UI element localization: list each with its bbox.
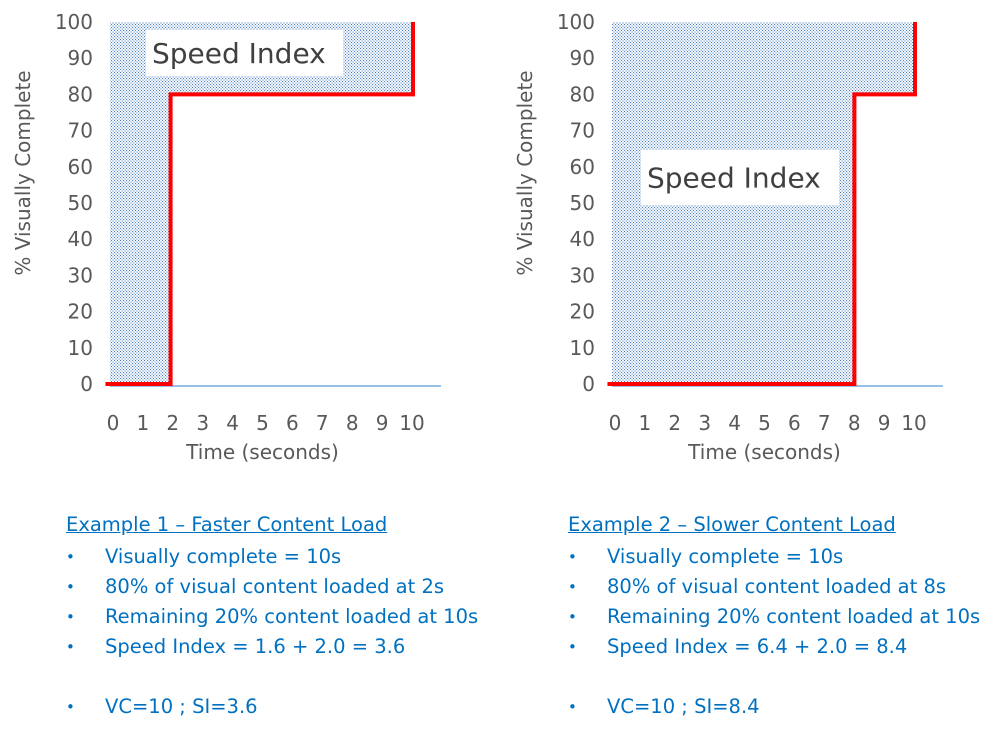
bullet-icon: • xyxy=(568,638,577,656)
x-tick-label: 9 xyxy=(376,411,389,435)
y-tick-label: 50 xyxy=(68,191,93,215)
y-tick-label: 30 xyxy=(570,263,595,287)
x-tick-label: 1 xyxy=(137,411,150,435)
bullet-text: Remaining 20% content loaded at 10s xyxy=(607,605,981,628)
example-2-bullet-80-percent: • 80% of visual content loaded at 8s xyxy=(568,572,1004,602)
y-tick-label: 60 xyxy=(570,155,595,179)
y-tick-label: 40 xyxy=(68,227,93,251)
y-tick-label: 40 xyxy=(570,227,595,251)
x-tick-label: 3 xyxy=(196,411,209,435)
x-tick-label: 5 xyxy=(758,411,771,435)
example-1-bullet-remaining: • Remaining 20% content loaded at 10s xyxy=(66,602,506,632)
visually-complete-line xyxy=(105,22,415,386)
bullet-icon: • xyxy=(66,698,75,716)
bullet-text: Visually complete = 10s xyxy=(105,545,342,568)
y-tick-label: 80 xyxy=(68,82,93,106)
y-tick-label: 70 xyxy=(68,119,93,143)
x-tick-label: 6 xyxy=(286,411,299,435)
x-tick-label: 10 xyxy=(901,411,926,435)
example-2-bullet-remaining: • Remaining 20% content loaded at 10s xyxy=(568,602,1004,632)
x-tick-label: 10 xyxy=(399,411,424,435)
example-2-bullets: • Visually complete = 10s • 80% of visual … xyxy=(568,542,1004,722)
y-tick-label: 0 xyxy=(582,372,595,396)
x-tick-label: 8 xyxy=(848,411,861,435)
x-tick-label: 7 xyxy=(818,411,831,435)
x-tick-label: 5 xyxy=(256,411,269,435)
y-tick-label: 20 xyxy=(570,300,595,324)
bullet-text: 80% of visual content loaded at 2s xyxy=(105,575,445,598)
speed-index-label: Speed Index xyxy=(152,37,326,70)
x-tick-label: 8 xyxy=(346,411,359,435)
y-tick-label: 100 xyxy=(557,10,595,34)
y-tick-label: 80 xyxy=(570,82,595,106)
bullet-text: 80% of visual content loaded at 8s xyxy=(607,575,947,598)
x-tick-label: 3 xyxy=(698,411,711,435)
example-2-bullet-visually-complete: • Visually complete = 10s xyxy=(568,542,1004,572)
y-tick-label: 60 xyxy=(68,155,93,179)
x-tick-label: 0 xyxy=(609,411,622,435)
speed-index-area xyxy=(110,22,413,384)
bullet-icon: • xyxy=(66,608,75,626)
bullet-icon: • xyxy=(568,578,577,596)
x-tick-label: 9 xyxy=(878,411,891,435)
y-tick-label: 30 xyxy=(68,263,93,287)
y-tick-label: 20 xyxy=(68,300,93,324)
x-tick-label: 6 xyxy=(788,411,801,435)
x-tick-label: 7 xyxy=(316,411,329,435)
example-1-panel: Example 1 – Faster Content Load • Visuall… xyxy=(66,512,506,722)
bullet-text: Speed Index = 6.4 + 2.0 = 8.4 xyxy=(607,635,908,658)
summary-text: VC=10 ; SI=3.6 xyxy=(105,695,258,718)
bullet-icon: • xyxy=(568,608,577,626)
bullet-icon: • xyxy=(568,548,577,566)
bullet-icon: • xyxy=(66,578,75,596)
x-tick-label: 2 xyxy=(668,411,681,435)
speed-index-label-box xyxy=(641,150,839,205)
example-1-bullet-80-percent: • 80% of visual content loaded at 2s xyxy=(66,572,506,602)
example-1-title: Example 1 – Faster Content Load xyxy=(66,513,388,536)
y-tick-label: 50 xyxy=(570,191,595,215)
visually-complete-line xyxy=(607,22,917,386)
x-tick-label: 2 xyxy=(166,411,179,435)
bullet-icon: • xyxy=(568,698,577,716)
x-tick-label: 1 xyxy=(639,411,652,435)
bullet-icon: • xyxy=(66,548,75,566)
y-tick-label: 100 xyxy=(55,10,93,34)
example-1-bullets: • Visually complete = 10s • 80% of visual … xyxy=(66,542,506,722)
speed-index-label: Speed Index xyxy=(647,162,821,195)
y-axis-title: % Visually Complete xyxy=(513,70,537,275)
y-tick-label: 90 xyxy=(570,46,595,70)
example-2-panel: Example 2 – Slower Content Load • Visuall… xyxy=(568,512,1004,722)
y-tick-label: 0 xyxy=(80,372,93,396)
x-axis-title: Time (seconds) xyxy=(687,440,841,464)
y-tick-label: 90 xyxy=(68,46,93,70)
example-1-bullet-visually-complete: • Visually complete = 10s xyxy=(66,542,506,572)
example-1-bullet-speed-index: • Speed Index = 1.6 + 2.0 = 3.6 xyxy=(66,632,506,662)
speed-index-label-box xyxy=(146,30,343,76)
example-2-title: Example 2 – Slower Content Load xyxy=(568,513,896,536)
example-2-summary: • VC=10 ; SI=8.4 xyxy=(568,692,1004,722)
x-tick-label: 4 xyxy=(728,411,741,435)
bullet-icon: • xyxy=(66,638,75,656)
x-tick-label: 0 xyxy=(107,411,120,435)
x-axis-title: Time (seconds) xyxy=(185,440,339,464)
bullet-text: Speed Index = 1.6 + 2.0 = 3.6 xyxy=(105,635,406,658)
y-tick-label: 10 xyxy=(68,336,93,360)
summary-text: VC=10 ; SI=8.4 xyxy=(607,695,760,718)
bullet-text: Visually complete = 10s xyxy=(607,545,844,568)
y-tick-label: 10 xyxy=(570,336,595,360)
example-1-summary: • VC=10 ; SI=3.6 xyxy=(66,692,506,722)
x-tick-label: 4 xyxy=(226,411,239,435)
example-2-bullet-speed-index: • Speed Index = 6.4 + 2.0 = 8.4 xyxy=(568,632,1004,662)
bullet-text: Remaining 20% content loaded at 10s xyxy=(105,605,479,628)
y-tick-label: 70 xyxy=(570,119,595,143)
y-axis-title: % Visually Complete xyxy=(11,70,35,275)
